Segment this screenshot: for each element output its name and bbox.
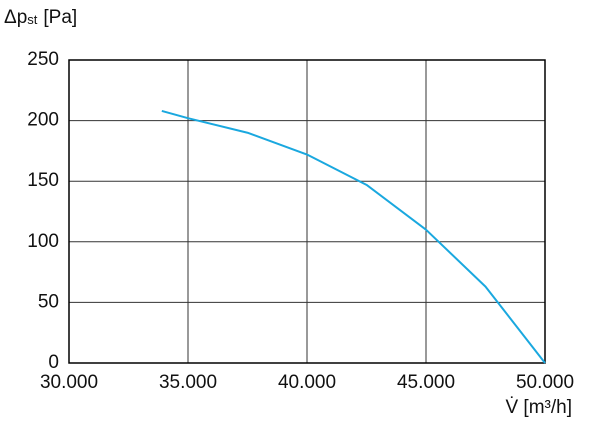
x-tick-label: 45.000 (397, 372, 455, 393)
y-label-unit: [Pa] (43, 7, 77, 28)
y-tick-label: 0 (48, 352, 59, 373)
x-tick-label: 30.000 (40, 372, 98, 393)
y-label-base: Δp (4, 7, 27, 28)
x-tick-label: 35.000 (159, 372, 217, 393)
line (161, 109, 546, 364)
y-tick-label: 50 (38, 291, 59, 312)
x-tick-label: 40.000 (278, 372, 336, 393)
y-tick-label: 200 (27, 110, 59, 131)
x-tick-label: 50.000 (516, 372, 574, 393)
y-label-subscript: st (27, 12, 38, 27)
x-axis-label: V̇ [m³/h] (505, 397, 572, 418)
y-tick-label: 150 (27, 170, 59, 191)
plot-frame (68, 59, 546, 364)
y-axis-label: Δpst [Pa] (4, 7, 77, 28)
y-tick-label: 100 (27, 231, 59, 252)
y-tick-label: 250 (27, 49, 59, 70)
